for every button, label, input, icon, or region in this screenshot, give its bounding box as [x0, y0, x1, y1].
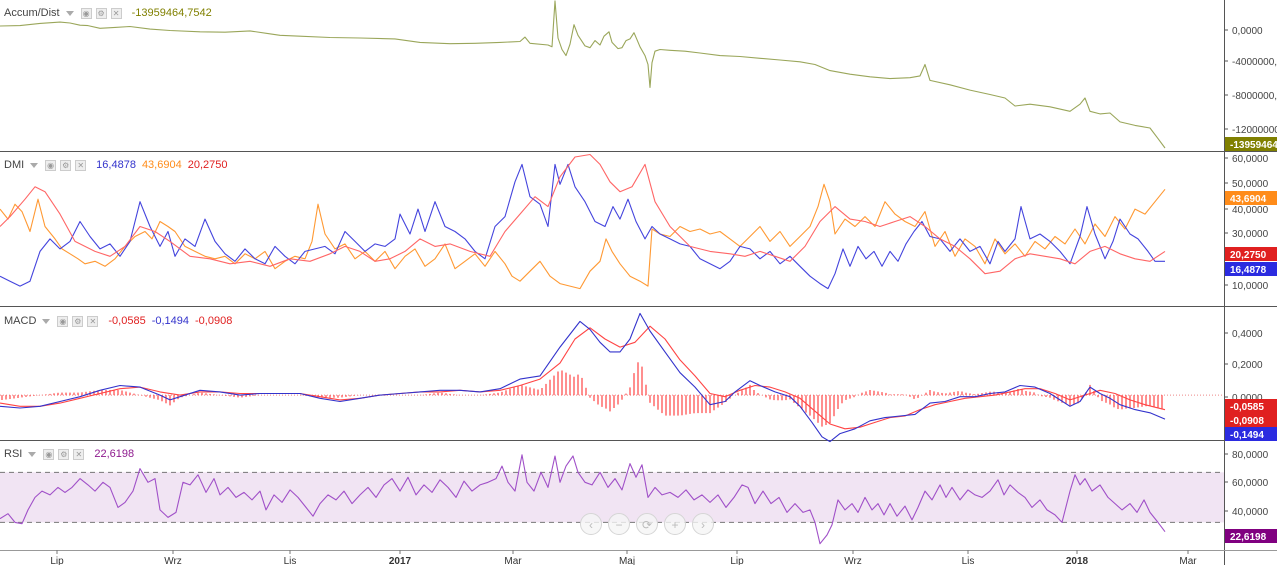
close-icon[interactable]: ✕ — [110, 7, 122, 19]
macd-title: MACD — [4, 315, 37, 327]
macd-line — [0, 312, 1166, 443]
dmi-plus-line — [0, 183, 1166, 290]
price-badge-label: -0,1494 — [1230, 430, 1264, 441]
axis-tick-label: 80,0000 — [1232, 450, 1269, 461]
accum-dist-legend: Accum/Dist ◉ ⚙ ✕ -13959464,7542 — [4, 7, 212, 19]
zoom-in-icon[interactable]: + — [664, 513, 686, 535]
chevron-down-icon[interactable] — [42, 318, 51, 324]
dmi-value-plus: 43,6904 — [141, 159, 182, 171]
gear-icon[interactable]: ⚙ — [95, 7, 107, 19]
axis-tick-label: 0,4000 — [1232, 329, 1263, 340]
axis-tick-label: -8000000,0 — [1232, 91, 1277, 102]
reset-icon[interactable]: ⟳ — [636, 513, 658, 535]
chevron-down-icon[interactable] — [30, 162, 39, 168]
chevron-down-icon[interactable] — [28, 451, 37, 457]
gear-icon[interactable]: ⚙ — [60, 159, 72, 171]
scroll-left-icon[interactable]: ‹ — [580, 513, 602, 535]
rsi-legend: RSI ◉ ⚙ ✕ 22,6198 — [4, 448, 134, 460]
accum-dist-title: Accum/Dist — [4, 7, 60, 19]
axis-tick-label: 50,0000 — [1232, 179, 1269, 190]
price-badge — [1225, 413, 1277, 427]
chevron-down-icon[interactable] — [65, 10, 74, 16]
zoom-out-icon[interactable]: − — [608, 513, 630, 535]
dmi-adx-line — [0, 153, 1166, 275]
price-badge — [1225, 399, 1277, 413]
navigation-controls: ‹ − ⟳ + › — [580, 513, 714, 535]
gear-icon[interactable]: ⚙ — [72, 315, 84, 327]
rsi-line — [0, 454, 1166, 545]
close-icon[interactable]: ✕ — [73, 448, 85, 460]
eye-icon[interactable]: ◉ — [57, 315, 69, 327]
macd-value-signal: -0,0908 — [195, 315, 233, 327]
price-badge-label: 43,6904 — [1230, 194, 1267, 205]
price-badge — [1225, 137, 1277, 151]
eye-icon[interactable]: ◉ — [80, 7, 92, 19]
axis-tick-label: 0,2000 — [1232, 360, 1263, 371]
time-axis-label: 2018 — [1066, 556, 1089, 565]
eye-icon[interactable]: ◉ — [43, 448, 55, 460]
eye-icon[interactable]: ◉ — [45, 159, 57, 171]
dmi-value-adx: 20,2750 — [187, 159, 228, 171]
dmi-minus-line — [0, 163, 1165, 290]
time-axis-label: Mar — [504, 556, 522, 565]
macd-legend: MACD ◉ ⚙ ✕ -0,0585 -0,1494 -0,0908 — [4, 315, 232, 327]
axis-tick-label: 0,0000 — [1232, 26, 1263, 37]
time-axis-label: Maj — [619, 556, 635, 565]
dmi-title: DMI — [4, 159, 25, 171]
accum-dist-line — [0, 0, 1166, 149]
close-icon[interactable]: ✕ — [75, 159, 87, 171]
time-axis-label: Wrz — [164, 556, 182, 565]
price-badge — [1225, 247, 1277, 261]
price-badge-label: -13959464 — [1230, 140, 1277, 151]
time-axis-label: 2017 — [389, 556, 412, 565]
axis-tick-label: 0,0000 — [1232, 393, 1263, 404]
axis-tick-label: 40,0000 — [1232, 205, 1269, 216]
macd-value-macd: -0,1494 — [151, 315, 190, 327]
time-axis-label: Lis — [962, 556, 975, 565]
macd-signal-line — [0, 325, 1166, 430]
price-axis: 0,0000 -4000000,0 -8000000,0 -12000000,0 60,… — [50, 26, 1277, 565]
price-badge — [1225, 262, 1277, 276]
rsi-value: 22,6198 — [94, 448, 135, 460]
macd-value-hist: -0,0585 — [108, 315, 146, 327]
price-badge-label: -0,0585 — [1230, 402, 1264, 413]
axis-tick-label: 60,0000 — [1232, 154, 1269, 165]
price-badge — [1225, 191, 1277, 205]
time-axis-label: Wrz — [844, 556, 862, 565]
dmi-value-minus: 16,4878 — [96, 159, 136, 171]
axis-tick-label: -12000000,0 — [1232, 125, 1277, 136]
axis-tick-label: -4000000,0 — [1232, 57, 1277, 68]
price-badge — [1225, 427, 1277, 441]
axis-tick-label: 60,0000 — [1232, 478, 1269, 489]
axis-tick-label: 10,0000 — [1232, 281, 1269, 292]
time-axis-label: Lip — [730, 556, 744, 565]
time-axis-label: Lis — [284, 556, 297, 565]
axis-tick-label: 30,0000 — [1232, 229, 1269, 240]
time-axis-label: Mar — [1179, 556, 1197, 565]
price-badge-label: 16,4878 — [1230, 265, 1267, 276]
price-badge-label: 20,2750 — [1230, 250, 1267, 261]
chart-series — [0, 0, 1166, 545]
price-badge-label: -0,0908 — [1230, 416, 1264, 427]
gear-icon[interactable]: ⚙ — [58, 448, 70, 460]
dmi-legend: DMI ◉ ⚙ ✕ 16,4878 43,6904 20,2750 — [4, 159, 227, 171]
axis-tick-label: 40,0000 — [1232, 507, 1269, 518]
price-badge-label: 22,6198 — [1230, 532, 1267, 543]
price-badge — [1225, 529, 1277, 543]
close-icon[interactable]: ✕ — [87, 315, 99, 327]
scroll-right-icon[interactable]: › — [692, 513, 714, 535]
accum-dist-value: -13959464,7542 — [131, 7, 212, 19]
rsi-title: RSI — [4, 448, 23, 460]
time-axis-label: Lip — [50, 556, 64, 565]
